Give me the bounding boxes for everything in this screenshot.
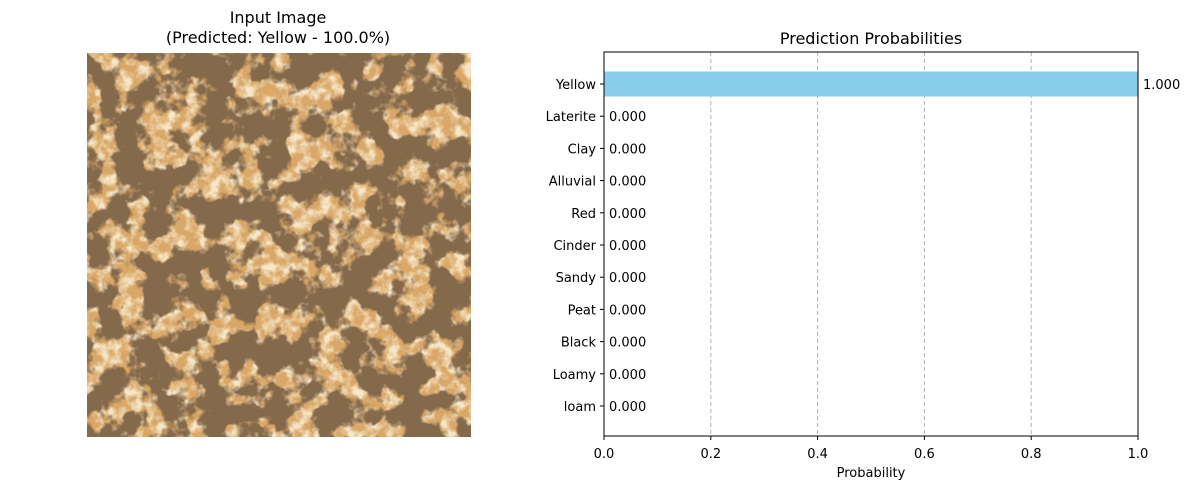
value-label: 0.000 (609, 271, 646, 286)
y-tick-label: Cinder (553, 239, 596, 254)
value-label: 0.000 (609, 336, 646, 351)
y-tick-label: Sandy (556, 271, 597, 286)
value-label: 0.000 (609, 400, 646, 415)
y-tick-label: Black (561, 336, 597, 351)
y-tick-label: loam (564, 400, 596, 415)
x-tick-label: 0.4 (807, 447, 828, 462)
input-soil-image (87, 53, 471, 437)
image-title-line2: (Predicted: Yellow - 100.0%) (165, 28, 391, 47)
value-label: 0.000 (609, 175, 646, 190)
bar-yellow (604, 71, 1138, 97)
image-panel-title: Input Image (Predicted: Yellow - 100.0%) (78, 8, 478, 48)
y-tick-label: Alluvial (549, 175, 596, 190)
x-tick-label: 0.6 (914, 447, 935, 462)
y-tick-label: Clay (568, 142, 597, 157)
soil-texture (87, 53, 471, 437)
x-tick-label: 1.0 (1128, 447, 1149, 462)
x-tick-label: 0.2 (700, 447, 721, 462)
image-title-line1: Input Image (229, 8, 327, 27)
x-tick-label: 0.8 (1021, 447, 1042, 462)
value-label: 0.000 (609, 239, 646, 254)
value-label: 0.000 (609, 110, 646, 125)
x-tick-label: 0.0 (594, 447, 615, 462)
y-tick-label: Yellow (555, 78, 596, 93)
y-tick-label: Laterite (546, 110, 596, 125)
y-tick-label: Loamy (553, 368, 597, 383)
value-label: 0.000 (609, 142, 646, 157)
value-label: 0.000 (609, 207, 646, 222)
x-axis-label: Probability (837, 466, 906, 481)
chart-title: Prediction Probabilities (779, 29, 963, 48)
y-tick-label: Red (571, 207, 596, 222)
axes-frame (603, 51, 1139, 437)
y-tick-label: Peat (568, 303, 596, 318)
value-label: 1.000 (1143, 78, 1180, 93)
value-label: 0.000 (609, 368, 646, 383)
value-label: 0.000 (609, 303, 646, 318)
